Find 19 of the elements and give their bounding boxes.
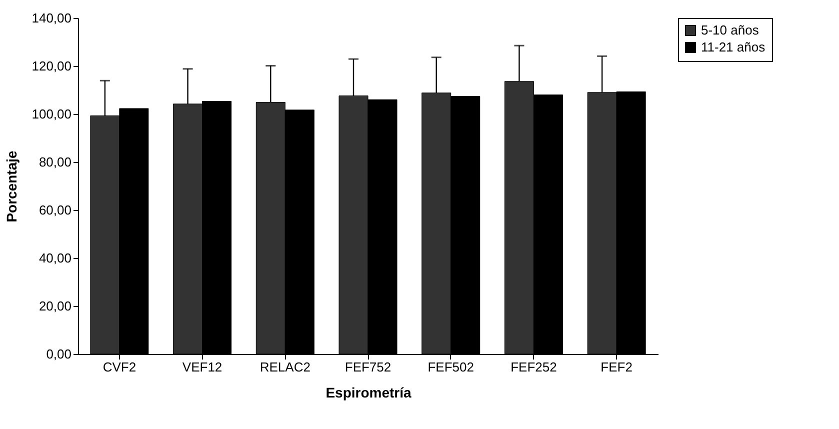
x-tick-label: FEF752 <box>344 360 392 374</box>
x-tick-label: FEF502 <box>428 360 474 374</box>
x-tick-label: FEF252 <box>510 360 557 374</box>
y-tick-label: 40,00 <box>38 250 72 266</box>
y-tick-label: 60,00 <box>38 202 72 218</box>
x-tick-label: RELAC2 <box>260 360 310 374</box>
y-tick-label: 80,00 <box>38 154 72 170</box>
y-tick-label: 100,00 <box>32 106 72 122</box>
legend-label: 11-21 años <box>701 40 766 54</box>
x-tick-label: FEF2 <box>600 360 632 374</box>
y-tick-label: 140,00 <box>32 10 72 26</box>
x-tick-label: VEF12 <box>182 360 222 374</box>
x-tick-label: CVF2 <box>102 360 136 374</box>
y-tick-label: 20,00 <box>38 298 72 314</box>
y-tick-label: 120,00 <box>32 58 72 74</box>
legend-label: 5-10 años <box>701 22 760 38</box>
x-axis-title: Espirometría <box>326 384 412 400</box>
y-tick-label: 0,00 <box>46 346 72 362</box>
y-axis-title: Porcentaje <box>4 150 20 222</box>
